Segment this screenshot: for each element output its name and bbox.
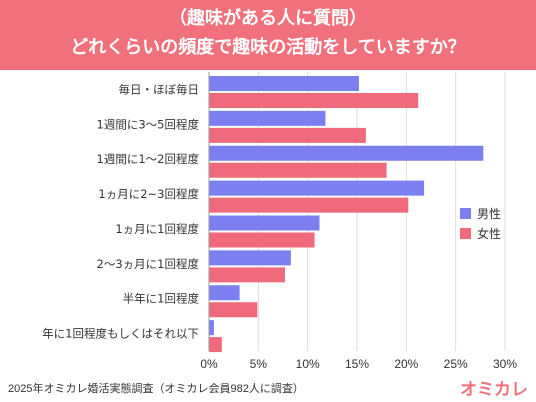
bar-female	[209, 127, 366, 143]
bar-female	[209, 232, 315, 248]
x-tick-label: 30%	[493, 357, 517, 371]
bar-female	[209, 162, 387, 178]
brand-logo: オミカレ	[460, 380, 528, 400]
bar-male	[209, 76, 359, 91]
bar-male	[209, 285, 240, 301]
category-label: 毎日・ほぼ毎日	[119, 82, 200, 96]
title-line-1: （趣味がある人に質問）	[169, 8, 367, 29]
bar-female	[209, 93, 419, 108]
category-label: 半年に1回程度	[123, 292, 200, 306]
bar-chart: 0% 5% 10% 15% 20% 25% 30% 毎日・ほぼ毎日 1週間に3〜5回程度 1週間に…	[42, 72, 517, 371]
bar-male	[209, 180, 425, 196]
bar-female	[209, 197, 409, 213]
legend-swatch-female	[460, 228, 471, 239]
legend-label-female: 女性	[477, 226, 501, 241]
category-label: 年に1回程度もしくはそれ以下	[42, 327, 199, 341]
x-tick-label: 20%	[394, 357, 418, 371]
bar-male	[209, 215, 320, 231]
category-label: 2〜3ヵ月に1回程度	[97, 257, 200, 271]
bar-female	[209, 302, 258, 318]
bar-female	[209, 337, 222, 353]
source-note: 2025年オミカレ婚活実態調査（オミカレ会員982人に調査）	[8, 383, 304, 395]
x-tick-label: 5%	[250, 357, 268, 371]
bar-male	[209, 250, 291, 266]
bar-male	[209, 320, 214, 336]
bar-female	[209, 267, 285, 283]
title-line-2: どれくらいの頻度で趣味の活動をしていますか？	[70, 37, 466, 58]
bar-male	[209, 145, 484, 161]
legend-label-male: 男性	[477, 207, 501, 221]
bar-male	[209, 110, 326, 126]
x-tick-label: 15%	[345, 357, 369, 371]
legend-swatch-male	[460, 208, 471, 219]
category-label: 1週間に1〜2回程度	[97, 152, 200, 166]
x-tick-label: 0%	[200, 357, 218, 371]
x-tick-label: 10%	[296, 357, 320, 371]
category-label: 1ヵ月に2~3回程度	[98, 187, 199, 201]
category-label: 1週間に3〜5回程度	[97, 117, 200, 131]
category-label: 1ヵ月に1回程度	[115, 222, 199, 236]
chart-header: （趣味がある人に質問） どれくらいの頻度で趣味の活動をしていますか？	[0, 0, 536, 70]
x-tick-label: 25%	[444, 357, 468, 371]
